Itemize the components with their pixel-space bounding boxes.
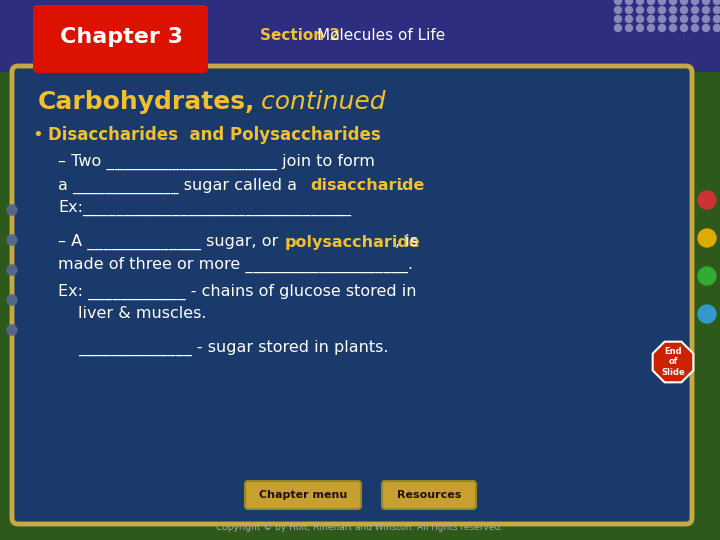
Circle shape [680,6,688,14]
Circle shape [714,24,720,31]
Text: liver & muscles.: liver & muscles. [78,307,207,321]
Circle shape [691,24,698,31]
Text: polysaccharide: polysaccharide [285,234,420,249]
Circle shape [698,191,716,209]
Circle shape [680,16,688,23]
Text: Carbohydrates,: Carbohydrates, [38,90,256,114]
Circle shape [626,16,632,23]
Circle shape [647,0,654,4]
Text: , is: , is [395,234,418,249]
Circle shape [626,24,632,31]
Text: Resources: Resources [397,490,462,500]
Circle shape [714,6,720,14]
Circle shape [647,6,654,14]
Circle shape [647,16,654,23]
Text: •: • [32,126,42,144]
Circle shape [698,229,716,247]
Circle shape [636,6,644,14]
Text: made of three or more ____________________.: made of three or more __________________… [58,257,413,273]
Circle shape [614,16,621,23]
Circle shape [7,235,17,245]
Circle shape [680,0,688,4]
Circle shape [691,16,698,23]
Circle shape [7,325,17,335]
Text: Disaccharides  and Polysaccharides: Disaccharides and Polysaccharides [48,126,381,144]
Circle shape [7,205,17,215]
Text: continued: continued [253,90,386,114]
Circle shape [636,0,644,4]
FancyBboxPatch shape [382,481,476,509]
Circle shape [670,16,677,23]
Text: – Two _____________________ join to form: – Two _____________________ join to form [58,154,375,170]
Circle shape [614,24,621,31]
Circle shape [659,24,665,31]
Circle shape [691,0,698,4]
Text: disaccharide: disaccharide [310,179,424,193]
Circle shape [670,0,677,4]
Circle shape [691,6,698,14]
Circle shape [714,0,720,4]
Circle shape [698,267,716,285]
Circle shape [714,16,720,23]
Text: a _____________ sugar called a: a _____________ sugar called a [58,178,302,194]
Circle shape [626,6,632,14]
Circle shape [680,24,688,31]
Text: Ex:_________________________________: Ex:_________________________________ [58,200,351,216]
Text: ______________ - sugar stored in plants.: ______________ - sugar stored in plants. [78,340,389,356]
Text: End
of
Slide: End of Slide [661,347,685,377]
FancyBboxPatch shape [245,481,361,509]
Text: Chapter menu: Chapter menu [259,490,347,500]
Circle shape [647,24,654,31]
Text: Copyright © by Holt, Rinehart and Winston. All rights reserved.: Copyright © by Holt, Rinehart and Winsto… [217,523,503,532]
Circle shape [659,16,665,23]
FancyBboxPatch shape [12,66,692,524]
Circle shape [7,265,17,275]
Circle shape [703,16,709,23]
Circle shape [614,0,621,4]
FancyBboxPatch shape [33,5,208,73]
Text: Section 2: Section 2 [260,28,346,43]
Text: Chapter 3: Chapter 3 [60,27,182,47]
Text: Ex: ____________ - chains of glucose stored in: Ex: ____________ - chains of glucose sto… [58,284,416,300]
Circle shape [636,24,644,31]
Circle shape [670,6,677,14]
Circle shape [670,24,677,31]
Circle shape [703,6,709,14]
Circle shape [626,0,632,4]
Polygon shape [652,342,693,382]
FancyBboxPatch shape [0,0,720,72]
Circle shape [636,16,644,23]
Circle shape [703,0,709,4]
Circle shape [614,6,621,14]
Circle shape [703,24,709,31]
Text: .: . [398,179,403,193]
Circle shape [7,295,17,305]
Text: Molecules of Life: Molecules of Life [317,28,445,43]
Circle shape [659,6,665,14]
Circle shape [659,0,665,4]
Text: – A ______________ sugar, or: – A ______________ sugar, or [58,234,284,250]
Circle shape [698,305,716,323]
